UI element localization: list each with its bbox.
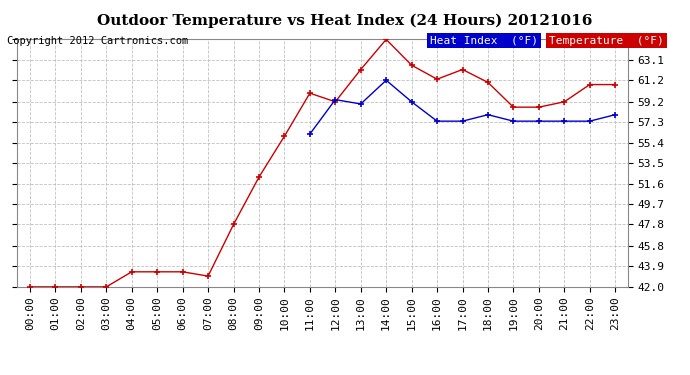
Text: Outdoor Temperature vs Heat Index (24 Hours) 20121016: Outdoor Temperature vs Heat Index (24 Ho… xyxy=(97,13,593,27)
Text: Temperature  (°F): Temperature (°F) xyxy=(549,36,664,46)
Text: Copyright 2012 Cartronics.com: Copyright 2012 Cartronics.com xyxy=(7,36,188,46)
Text: Heat Index  (°F): Heat Index (°F) xyxy=(430,36,538,46)
